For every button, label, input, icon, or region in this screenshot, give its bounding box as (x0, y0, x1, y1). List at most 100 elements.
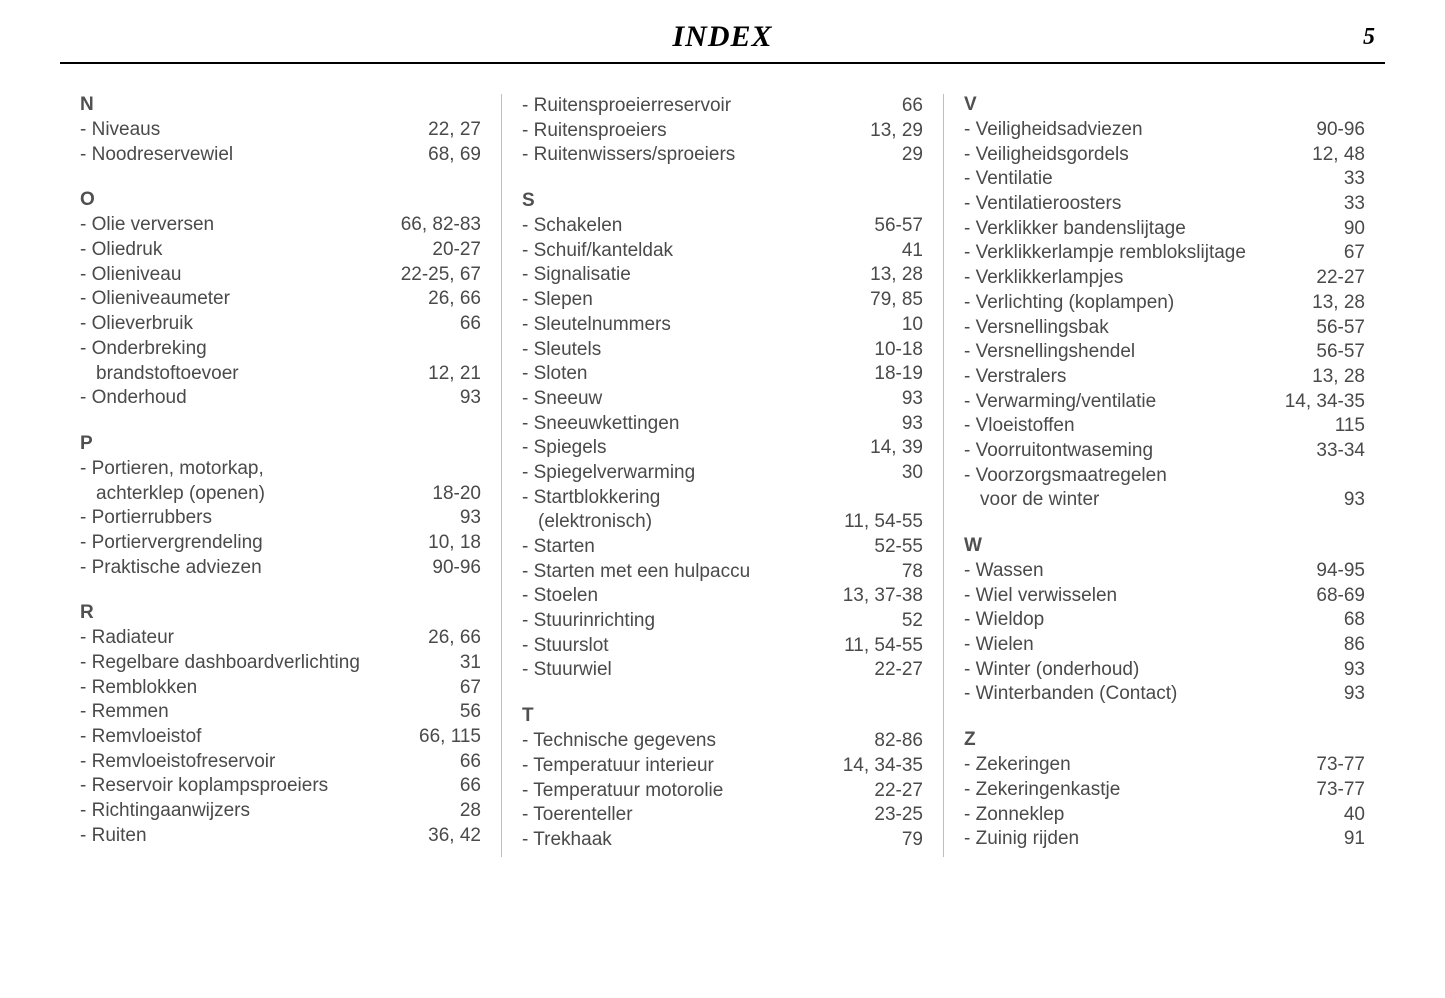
index-entry: - Onderbreking (80, 337, 481, 362)
section-letter: N (80, 94, 481, 116)
index-entry: - Ruitensproeierreservoir66 (522, 94, 923, 119)
entry-label: - Verwarming/ventilatie (964, 390, 1285, 415)
spacer (522, 168, 923, 172)
entry-label: - Sneeuw (522, 387, 902, 412)
entry-label: - Veiligheidsgordels (964, 143, 1312, 168)
index-entry: - Sloten18-19 (522, 362, 923, 387)
entry-label: - Zonneklep (964, 803, 1344, 828)
entry-label: - Stuurslot (522, 634, 844, 659)
entry-pages: 90-96 (1316, 118, 1365, 143)
index-entry: - Ventilatie33 (964, 167, 1365, 192)
entry-pages: 28 (460, 799, 481, 824)
entry-pages: 90 (1344, 217, 1365, 242)
entry-pages: 33 (1344, 167, 1365, 192)
entry-pages: 11, 54-55 (844, 634, 923, 659)
index-entry-continuation: (elektronisch)11, 54-55 (522, 510, 923, 535)
index-entry: - Voorruitontwaseming33-34 (964, 439, 1365, 464)
entry-label: - Verlichting (koplampen) (964, 291, 1312, 316)
entry-pages: 22-25, 67 (401, 263, 481, 288)
index-entry: - Sleutelnummers10 (522, 313, 923, 338)
page-header: INDEX 5 (60, 20, 1385, 64)
entry-pages: 66 (460, 312, 481, 337)
entry-pages: 26, 66 (428, 287, 481, 312)
entry-pages: 82-86 (874, 729, 923, 754)
entry-label: - Spiegels (522, 436, 870, 461)
index-entry: - Zekeringenkastje73-77 (964, 778, 1365, 803)
entry-pages: 73-77 (1316, 778, 1365, 803)
entry-label: - Voorruitontwaseming (964, 439, 1316, 464)
index-entry: - Zonneklep40 (964, 803, 1365, 828)
entry-label: - Versnellingsbak (964, 316, 1316, 341)
entry-label: achterklep (openen) (80, 482, 432, 507)
entry-label: - Stuurwiel (522, 658, 874, 683)
index-entry: - Radiateur26, 66 (80, 626, 481, 651)
entry-label: - Starten (522, 535, 874, 560)
entry-label: - Ruitensproeiers (522, 119, 870, 144)
index-entry: - Ruiten36, 42 (80, 824, 481, 849)
entry-label: - Richtingaanwijzers (80, 799, 460, 824)
index-entry: - Verklikkerlampje remblokslijtage67 (964, 241, 1365, 266)
entry-label: - Portiervergrendeling (80, 531, 428, 556)
entry-label: - Voorzorgsmaatregelen (964, 464, 1365, 489)
index-entry: - Portiervergrendeling10, 18 (80, 531, 481, 556)
entry-label: - Onderbreking (80, 337, 481, 362)
entry-pages: 33-34 (1316, 439, 1365, 464)
section-letter: V (964, 94, 1365, 116)
spacer (522, 683, 923, 687)
index-entry: - Veiligheidsadviezen90-96 (964, 118, 1365, 143)
entry-pages: 79, 85 (870, 288, 923, 313)
spacer (964, 513, 1365, 517)
entry-pages: 12, 48 (1312, 143, 1365, 168)
index-entry-continuation: achterklep (openen)18-20 (80, 482, 481, 507)
index-entry: - Reservoir koplampsproeiers66 (80, 774, 481, 799)
entry-pages: 14, 34-35 (843, 754, 923, 779)
entry-label: - Signalisatie (522, 263, 870, 288)
index-entry: - Regelbare dashboardverlichting31 (80, 651, 481, 676)
index-entry: - Olie verversen66, 82-83 (80, 213, 481, 238)
entry-label: - Wiel verwisselen (964, 584, 1316, 609)
entry-label: - Verklikkerlampje remblokslijtage (964, 241, 1344, 266)
index-entry: - Spiegelverwarming30 (522, 461, 923, 486)
entry-pages: 93 (902, 412, 923, 437)
index-entry: - Sneeuw93 (522, 387, 923, 412)
entry-label: - Wassen (964, 559, 1316, 584)
entry-label: - Schakelen (522, 214, 874, 239)
entry-label: - Regelbare dashboardverlichting (80, 651, 460, 676)
entry-label: - Sleutelnummers (522, 313, 902, 338)
index-entry: - Stuurwiel22-27 (522, 658, 923, 683)
index-entry: - Noodreservewiel68, 69 (80, 143, 481, 168)
entry-pages: 14, 34-35 (1285, 390, 1365, 415)
entry-pages: 52 (902, 609, 923, 634)
index-entry: - Versnellingshendel56-57 (964, 340, 1365, 365)
entry-pages: 93 (460, 386, 481, 411)
entry-label: - Ventilatieroosters (964, 192, 1344, 217)
entry-label: - Sloten (522, 362, 874, 387)
index-entry: - Winterbanden (Contact)93 (964, 682, 1365, 707)
entry-label: - Remvloeistofreservoir (80, 750, 460, 775)
entry-label: - Ruitensproeierreservoir (522, 94, 902, 119)
entry-pages: 93 (1344, 682, 1365, 707)
entry-pages: 91 (1344, 827, 1365, 852)
section-letter: S (522, 190, 923, 212)
index-entry: - Starten met een hulpaccu78 (522, 560, 923, 585)
entry-label: - Remvloeistof (80, 725, 419, 750)
entry-label: - Spiegelverwarming (522, 461, 902, 486)
entry-pages: 26, 66 (428, 626, 481, 651)
section-letter: R (80, 602, 481, 624)
index-entry: - Schakelen56-57 (522, 214, 923, 239)
index-entry: - Trekhaak79 (522, 828, 923, 853)
entry-pages: 11, 54-55 (844, 510, 923, 535)
entry-pages: 40 (1344, 803, 1365, 828)
entry-label: - Onderhoud (80, 386, 460, 411)
entry-label: - Slepen (522, 288, 870, 313)
entry-label: - Versnellingshendel (964, 340, 1316, 365)
entry-pages: 10-18 (874, 338, 923, 363)
entry-pages: 23-25 (874, 803, 923, 828)
index-entry: - Temperatuur motorolie22-27 (522, 779, 923, 804)
index-entry: - Verstralers13, 28 (964, 365, 1365, 390)
section-letter: W (964, 535, 1365, 557)
entry-pages: 86 (1344, 633, 1365, 658)
entry-label: - Ventilatie (964, 167, 1344, 192)
index-entry: - Zekeringen73-77 (964, 753, 1365, 778)
index-entry: - Praktische adviezen90-96 (80, 556, 481, 581)
